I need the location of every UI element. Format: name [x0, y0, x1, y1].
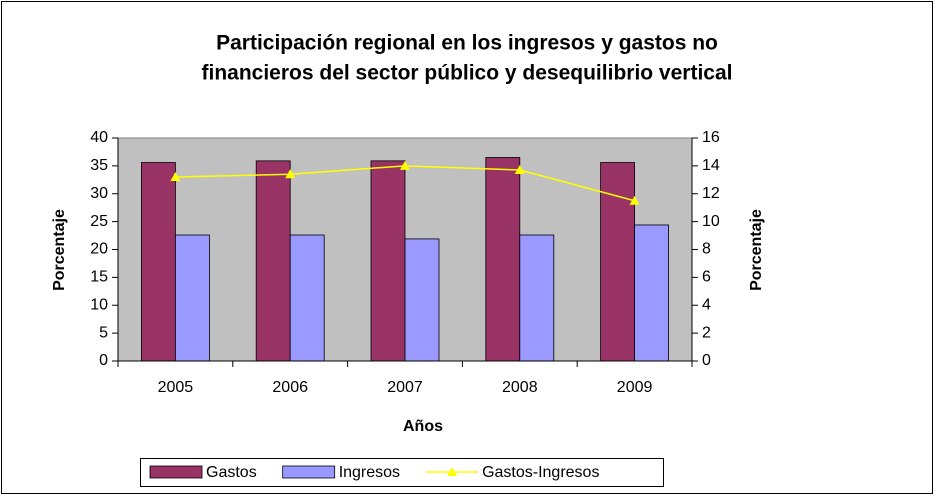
legend-label: Ingresos [339, 464, 400, 481]
line-marker [285, 169, 296, 179]
x-tick-label: 2007 [387, 379, 423, 396]
legend-swatch [149, 465, 203, 479]
line-marker [400, 160, 410, 170]
y-axis-title: Porcentaje [51, 209, 68, 291]
y2-axis-title: Porcentaje [748, 209, 765, 291]
y-tick-label: 25 [90, 213, 108, 230]
bar [634, 224, 669, 362]
y2-tick-label: 8 [702, 241, 711, 258]
y-tick-label: 10 [90, 296, 108, 313]
y-tick-label: 30 [90, 185, 108, 202]
bar [485, 157, 521, 362]
y2-tick-label: 14 [702, 157, 720, 174]
bar [140, 162, 176, 362]
line-marker [514, 165, 525, 175]
line-marker [170, 172, 181, 182]
y-tick-label: 35 [90, 157, 108, 174]
bar [370, 160, 406, 362]
legend: Gastos Ingresos Gastos-Ingresos [140, 458, 664, 487]
legend-label: Gastos-Ingresos [482, 464, 599, 481]
legend-label: Gastos [206, 464, 257, 481]
legend-swatch [282, 465, 336, 479]
chart-title: Participación regional en los ingresos y… [216, 32, 718, 55]
y2-tick-label: 6 [702, 269, 711, 286]
y-tick-label: 20 [90, 241, 108, 258]
y2-tick-label: 12 [702, 185, 720, 202]
bar [174, 234, 210, 362]
y2-tick-label: 10 [702, 213, 720, 230]
x-tick-label: 2005 [158, 379, 194, 396]
bar [289, 234, 325, 362]
y2-tick-label: 0 [702, 352, 711, 369]
legend-box [140, 458, 664, 487]
bar [255, 160, 291, 362]
y-tick-label: 5 [99, 324, 108, 341]
chart-title: financieros del sector público y desequi… [202, 62, 733, 85]
y2-tick-label: 16 [702, 129, 720, 146]
line-marker [629, 195, 640, 205]
y-tick-label: 0 [99, 352, 108, 369]
legend-marker [447, 467, 458, 476]
y-tick-label: 15 [90, 269, 108, 286]
y2-tick-label: 2 [702, 324, 711, 341]
y-tick-label: 40 [90, 129, 108, 146]
bar [404, 238, 440, 362]
y2-tick-label: 4 [702, 296, 711, 313]
x-tick-label: 2006 [272, 379, 308, 396]
x-tick-label: 2009 [617, 379, 653, 396]
x-tick-label: 2008 [502, 379, 538, 396]
x-axis-title: Años [403, 418, 443, 435]
bar [519, 234, 555, 362]
